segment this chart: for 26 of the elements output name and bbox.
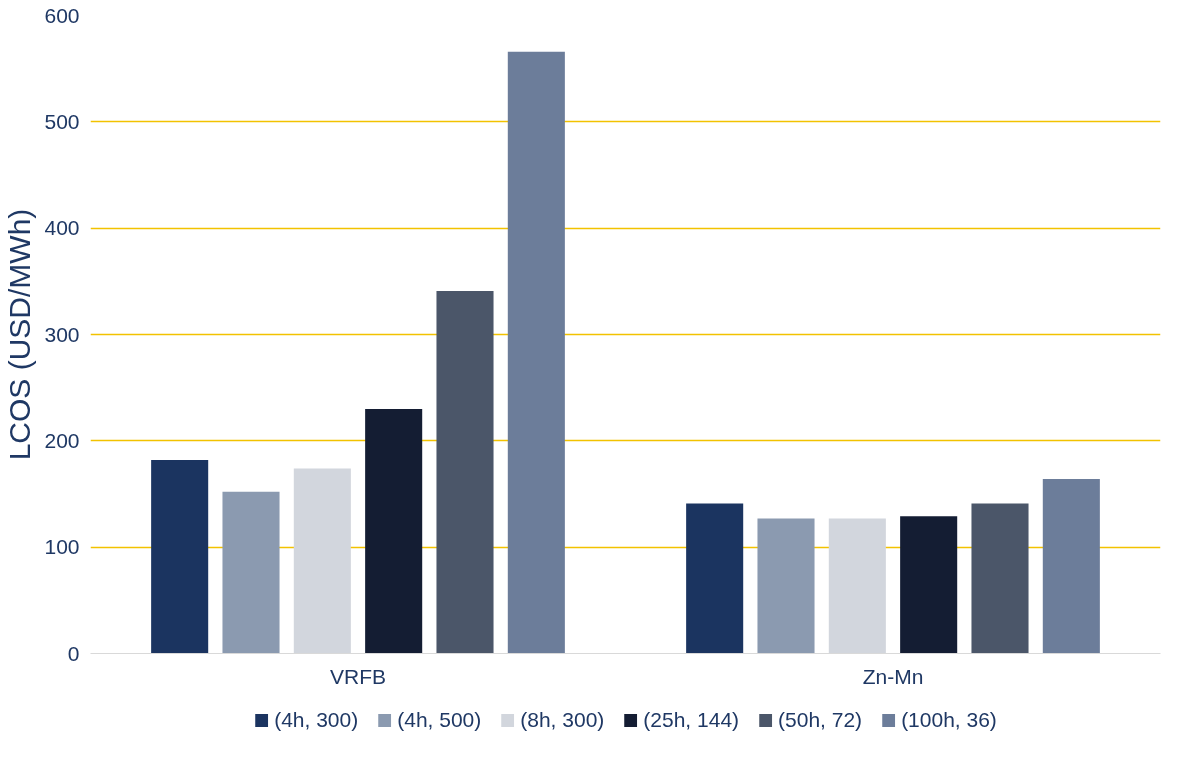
bar [757, 518, 815, 654]
legend-label: (25h, 144) [643, 708, 740, 732]
y-tick-label: 200 [44, 428, 80, 452]
y-tick-label: 400 [44, 216, 80, 240]
bar [900, 516, 958, 654]
y-tick-label: 300 [44, 322, 80, 346]
legend-label: (4h, 300) [274, 708, 359, 732]
legend-label: (50h, 72) [778, 708, 863, 732]
bar [971, 503, 1029, 654]
y-tick-label: 100 [44, 535, 80, 559]
y-tick-label: 500 [44, 109, 80, 133]
bar [436, 290, 494, 654]
bar [222, 491, 280, 654]
x-tick-label: Zn-Mn [862, 664, 924, 688]
legend-label: (8h, 300) [520, 708, 605, 732]
bar [507, 51, 565, 654]
bar [151, 459, 209, 654]
y-axis-title: LCOS (USD/MWh) [3, 208, 37, 461]
x-tick-label: VRFB [330, 664, 387, 688]
legend-label: (100h, 36) [901, 708, 997, 732]
bar [686, 503, 744, 654]
y-tick-label: 0 [67, 641, 80, 665]
y-tick-label: 600 [44, 3, 80, 27]
bar [1042, 479, 1100, 654]
legend-label: (4h, 500) [397, 708, 482, 732]
bar [365, 408, 423, 654]
